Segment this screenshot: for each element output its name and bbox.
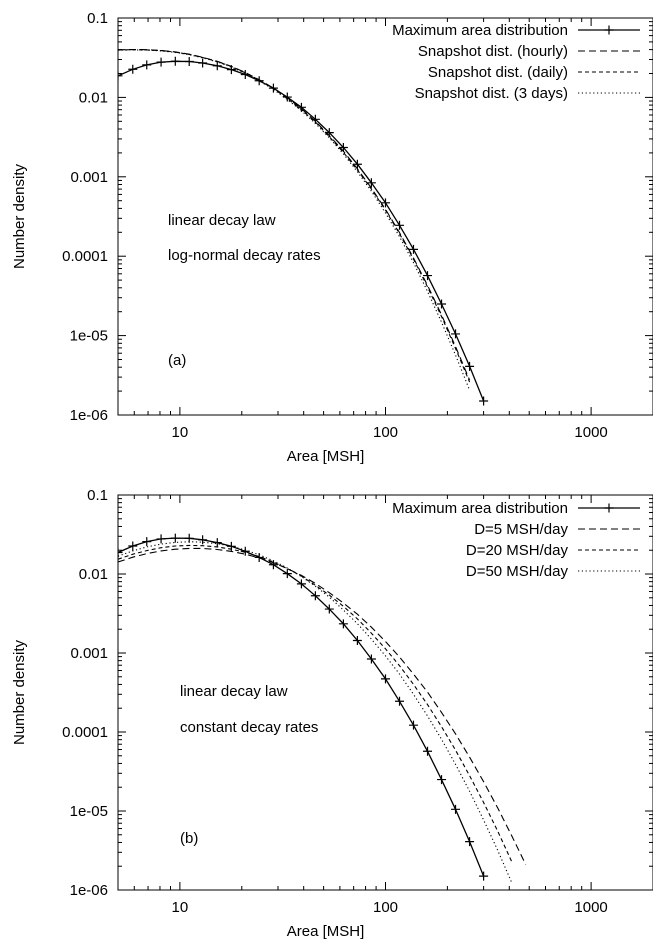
series-line-d-5-msh-day xyxy=(118,547,527,865)
data-point-marker xyxy=(408,244,418,254)
data-point-marker xyxy=(118,548,123,558)
annotation-decay-law: linear decay law xyxy=(180,683,288,700)
data-point-marker xyxy=(310,591,320,601)
annotation-decay-law: linear decay law xyxy=(168,212,276,229)
data-point-marker xyxy=(381,198,390,208)
data-point-marker xyxy=(395,696,405,706)
data-point-marker xyxy=(156,534,166,544)
data-point-marker xyxy=(198,58,208,68)
data-point-marker xyxy=(212,538,222,548)
legend-label: D=20 MSH/day xyxy=(466,542,569,559)
x-tick-label: 100 xyxy=(373,899,398,916)
legend-marker xyxy=(604,503,614,513)
y-tick-label: 0.001 xyxy=(70,645,108,662)
legend-label: Maximum area distribution xyxy=(392,22,568,39)
y-tick-label: 1e-06 xyxy=(70,882,108,899)
x-tick-label: 10 xyxy=(172,424,189,441)
data-point-marker xyxy=(366,178,376,188)
data-point-marker xyxy=(437,299,447,309)
data-point-marker xyxy=(128,541,138,551)
legend-label: Snapshot dist. (3 days) xyxy=(415,85,568,102)
data-point-marker xyxy=(212,61,222,71)
y-tick-label: 1e-05 xyxy=(70,803,108,820)
data-point-marker xyxy=(170,533,180,543)
chart-panel-1: 1e-06 1e-05 0.0001 0.001 0.01 0.1 10 100 1000 Are… xyxy=(11,10,653,465)
y-tick-label: 0.01 xyxy=(79,89,108,106)
legend-label: Snapshot dist. (hourly) xyxy=(418,43,568,60)
data-point-marker xyxy=(479,871,489,881)
data-point-marker xyxy=(128,64,138,74)
data-point-marker xyxy=(170,56,180,66)
series-line-maximum-area-distribution xyxy=(118,60,485,402)
data-point-marker xyxy=(381,674,390,684)
data-point-marker xyxy=(451,329,461,339)
plot-area xyxy=(118,48,489,406)
x-tick-label: 10 xyxy=(172,899,189,916)
data-point-marker xyxy=(268,560,278,570)
data-point-marker xyxy=(142,60,152,70)
annotation-decay-rates: log-normal decay rates xyxy=(168,247,321,264)
data-point-marker xyxy=(395,220,405,230)
data-point-marker xyxy=(423,271,433,281)
data-point-marker xyxy=(408,720,418,730)
data-point-marker xyxy=(465,361,475,371)
legend-label: D=5 MSH/day xyxy=(474,521,568,538)
annotation-decay-rates: constant decay rates xyxy=(180,719,318,736)
x-axis-label: Area [MSH] xyxy=(287,923,365,940)
chart-panel-2: 1e-06 1e-05 0.0001 0.001 0.01 0.1 10 100 1000 Are… xyxy=(11,487,653,940)
data-point-marker xyxy=(184,57,194,67)
data-point-marker xyxy=(451,804,461,814)
y-tick-label: 0.0001 xyxy=(62,248,108,265)
legend-label: Maximum area distribution xyxy=(392,500,568,517)
data-point-marker xyxy=(366,654,376,664)
x-tick-label: 100 xyxy=(373,424,398,441)
data-point-marker xyxy=(437,775,447,785)
data-point-marker xyxy=(142,537,152,547)
x-axis-label: Area [MSH] xyxy=(287,448,365,465)
y-tick-label: 0.1 xyxy=(87,487,108,504)
data-point-marker xyxy=(352,635,362,645)
legend-marker xyxy=(604,25,614,35)
y-axis-label: Number density xyxy=(11,639,28,745)
data-point-marker xyxy=(352,159,362,169)
x-tick-label: 1000 xyxy=(574,899,607,916)
y-tick-label: 0.1 xyxy=(87,10,108,27)
data-point-marker xyxy=(465,837,475,847)
x-tick-label: 1000 xyxy=(574,424,607,441)
data-point-marker xyxy=(156,57,166,67)
data-point-marker xyxy=(479,396,489,406)
y-tick-label: 0.0001 xyxy=(62,724,108,741)
panel-tag: (a) xyxy=(168,352,186,369)
series-line-snapshot-dist-daily xyxy=(118,49,471,383)
y-tick-label: 0.001 xyxy=(70,169,108,186)
data-point-marker xyxy=(338,619,348,629)
y-tick-label: 1e-05 xyxy=(70,328,108,345)
series-line-d-50-msh-day xyxy=(118,541,513,883)
data-point-marker xyxy=(118,71,123,81)
series-line-d-20-msh-day xyxy=(118,544,513,862)
legend-label: Snapshot dist. (daily) xyxy=(428,64,568,81)
data-point-marker xyxy=(296,579,306,589)
legend-label: D=50 MSH/day xyxy=(466,563,569,580)
legend: Maximum area distribution D=5 MSH/day D=20… xyxy=(392,500,640,580)
panel-tag: (b) xyxy=(180,830,198,847)
data-point-marker xyxy=(254,76,264,86)
data-point-marker xyxy=(198,535,208,545)
y-tick-label: 1e-06 xyxy=(70,407,108,424)
plot-area xyxy=(118,533,527,883)
y-axis-label: Number density xyxy=(11,163,28,269)
data-point-marker xyxy=(423,746,433,756)
legend: Maximum area distribution Snapshot dist. … xyxy=(392,22,640,102)
y-tick-label: 0.01 xyxy=(79,566,108,583)
data-point-marker xyxy=(324,604,334,614)
data-point-marker xyxy=(282,569,292,579)
